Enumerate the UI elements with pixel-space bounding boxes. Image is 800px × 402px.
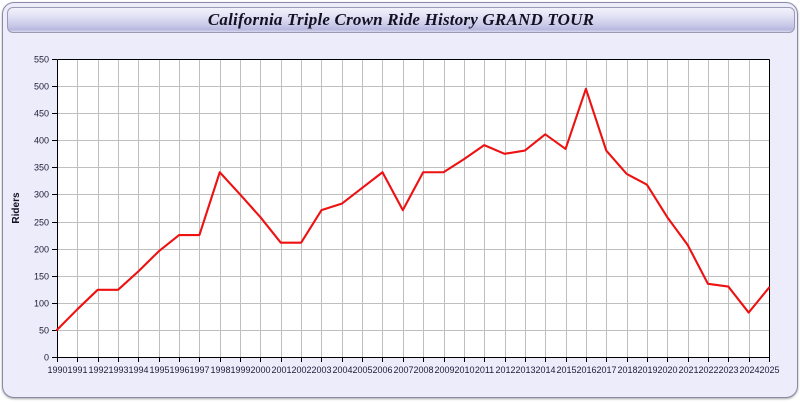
x-tick-label: 2023 bbox=[718, 365, 738, 375]
x-tick-label: 1998 bbox=[210, 365, 230, 375]
axis-lines bbox=[57, 59, 770, 358]
y-tick-label: 400 bbox=[34, 136, 49, 146]
x-axis-ticks: 1990 1991 1992 1993 1994 1995 1996 1997 1998 1999… bbox=[47, 357, 780, 375]
y-tick-label: 200 bbox=[34, 245, 49, 255]
x-tick-label: 2022 bbox=[698, 365, 718, 375]
x-tick-label: 2014 bbox=[535, 365, 555, 375]
x-tick-label: 2005 bbox=[352, 365, 372, 375]
plot-background bbox=[57, 59, 769, 357]
x-tick-label: 2009 bbox=[434, 365, 454, 375]
x-tick-label: 1993 bbox=[108, 365, 128, 375]
x-tick-label: 2007 bbox=[393, 365, 413, 375]
x-tick-label: 2008 bbox=[413, 365, 433, 375]
x-tick-label: 2003 bbox=[311, 365, 331, 375]
y-tick-label: 350 bbox=[34, 163, 49, 173]
chart-plot-area: 0 50 100 150 200 250 300 350 400 450 500 550 1990 19… bbox=[3, 35, 797, 395]
x-tick-label: 2024 bbox=[739, 365, 759, 375]
x-tick-label: 1992 bbox=[88, 365, 108, 375]
y-tick-label: 300 bbox=[34, 190, 49, 200]
data-series bbox=[55, 87, 771, 331]
x-tick-label: 1994 bbox=[128, 365, 148, 375]
x-tick-label: 2013 bbox=[515, 365, 535, 375]
x-tick-label: 2006 bbox=[372, 365, 392, 375]
y-tick-label: 250 bbox=[34, 218, 49, 228]
x-tick-label: 2000 bbox=[250, 365, 270, 375]
x-tick-label: 2011 bbox=[475, 365, 494, 375]
x-tick-label: 1999 bbox=[230, 365, 250, 375]
x-tick-label: 2025 bbox=[759, 365, 779, 375]
y-axis-ticks: 0 50 100 150 200 250 300 350 400 450 500 550 bbox=[34, 55, 57, 363]
x-tick-label: 1991 bbox=[67, 365, 87, 375]
x-tick-label: 2020 bbox=[657, 365, 677, 375]
y-tick-label: 150 bbox=[34, 272, 49, 282]
x-tick-label: 2018 bbox=[617, 365, 637, 375]
y-axis-label: Riders bbox=[11, 192, 22, 224]
page-title: California Triple Crown Ride History GRA… bbox=[207, 10, 595, 29]
x-tick-label: 2015 bbox=[556, 365, 576, 375]
x-tick-label: 2001 bbox=[271, 365, 291, 375]
y-tick-label: 50 bbox=[39, 326, 49, 336]
x-tick-label: 1997 bbox=[189, 365, 209, 375]
x-tick-label: 2021 bbox=[678, 365, 698, 375]
y-tick-label: 450 bbox=[34, 109, 49, 119]
y-tick-label: 0 bbox=[44, 353, 49, 363]
y-tick-label: 550 bbox=[34, 55, 49, 65]
series-line-riders bbox=[55, 87, 771, 331]
x-tick-label: 2012 bbox=[495, 365, 515, 375]
x-tick-label: 2016 bbox=[576, 365, 596, 375]
x-tick-label: 1995 bbox=[149, 365, 169, 375]
x-tick-label: 2002 bbox=[291, 365, 311, 375]
x-tick-label: 2019 bbox=[637, 365, 657, 375]
x-tick-label: 2010 bbox=[454, 365, 474, 375]
x-tick-label: 2017 bbox=[596, 365, 616, 375]
x-tick-label: 1996 bbox=[169, 365, 189, 375]
x-tick-label: 1990 bbox=[47, 365, 67, 375]
y-tick-label: 500 bbox=[34, 82, 49, 92]
y-tick-label: 100 bbox=[34, 299, 49, 309]
x-tick-label: 2004 bbox=[332, 365, 352, 375]
chart-title-bar: California Triple Crown Ride History GRA… bbox=[7, 7, 795, 33]
